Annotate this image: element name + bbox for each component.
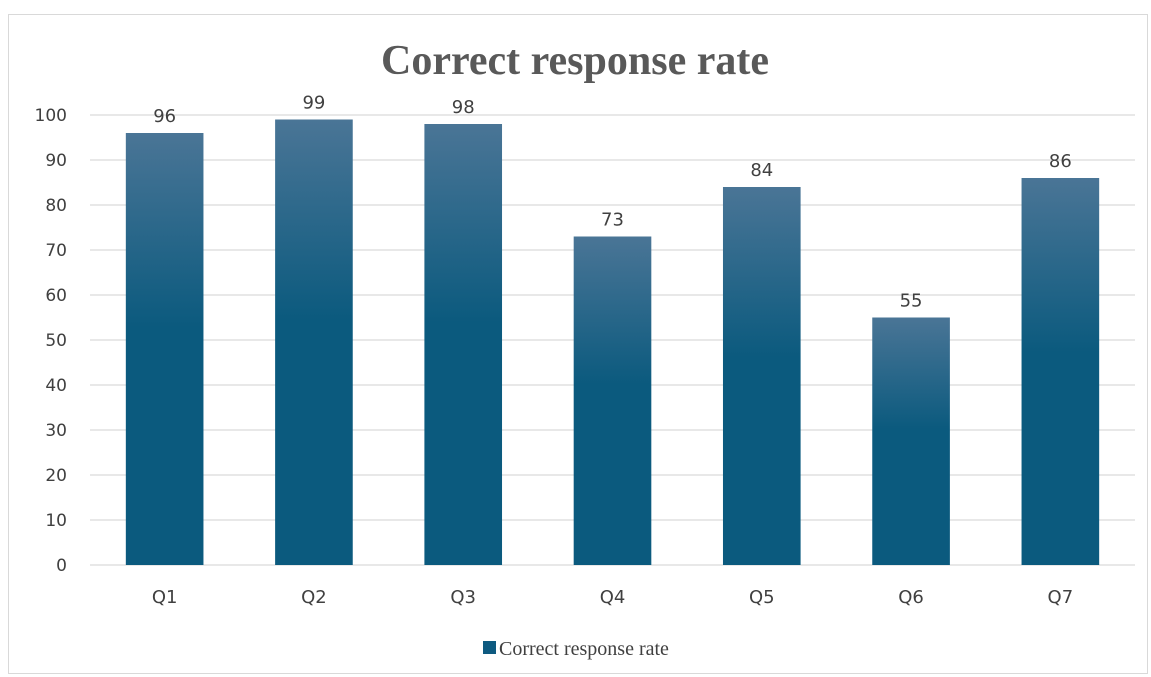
bar-q2 [275, 119, 353, 565]
y-tick-label: 50 [45, 331, 67, 351]
x-tick-label: Q1 [152, 587, 178, 608]
x-tick-label: Q6 [898, 587, 924, 608]
data-label: 99 [302, 93, 325, 114]
bar-q3 [424, 124, 503, 565]
y-tick-label: 100 [35, 106, 67, 126]
bar-q6 [872, 317, 950, 565]
y-tick-label: 70 [45, 241, 67, 261]
legend: Correct response rate [483, 638, 669, 660]
data-label: 73 [601, 210, 624, 231]
y-axis-ticks: 0 10 20 30 40 50 60 70 80 90 100 [35, 106, 67, 576]
bar-q7 [1021, 178, 1100, 565]
bars [125, 119, 1100, 565]
y-tick-label: 20 [45, 466, 67, 486]
data-labels: 96 99 98 73 84 55 86 [153, 93, 1072, 312]
data-label: 86 [1049, 151, 1072, 172]
x-tick-label: Q5 [749, 587, 775, 608]
data-label: 96 [153, 106, 176, 127]
bar-q1 [125, 133, 204, 565]
y-tick-label: 90 [45, 151, 67, 171]
legend-label: Correct response rate [499, 638, 669, 660]
y-tick-label: 0 [56, 556, 67, 576]
y-tick-label: 60 [45, 286, 67, 306]
y-tick-label: 40 [45, 376, 67, 396]
data-label: 98 [452, 97, 475, 118]
bar-q5 [722, 187, 801, 565]
y-tick-label: 10 [45, 511, 67, 531]
y-tick-label: 80 [45, 196, 67, 216]
bar-q4 [573, 236, 652, 565]
data-label: 84 [750, 160, 773, 181]
x-tick-label: Q3 [450, 587, 476, 608]
chart-title: Correct response rate [381, 38, 769, 84]
gridlines [90, 114, 1135, 566]
data-label: 55 [900, 291, 923, 312]
x-tick-label: Q4 [600, 587, 626, 608]
x-axis-ticks: Q1 Q2 Q3 Q4 Q5 Q6 Q7 [152, 587, 1073, 608]
legend-swatch [483, 641, 496, 654]
y-tick-label: 30 [45, 421, 67, 441]
x-tick-label: Q7 [1048, 587, 1074, 608]
x-tick-label: Q2 [301, 587, 327, 608]
